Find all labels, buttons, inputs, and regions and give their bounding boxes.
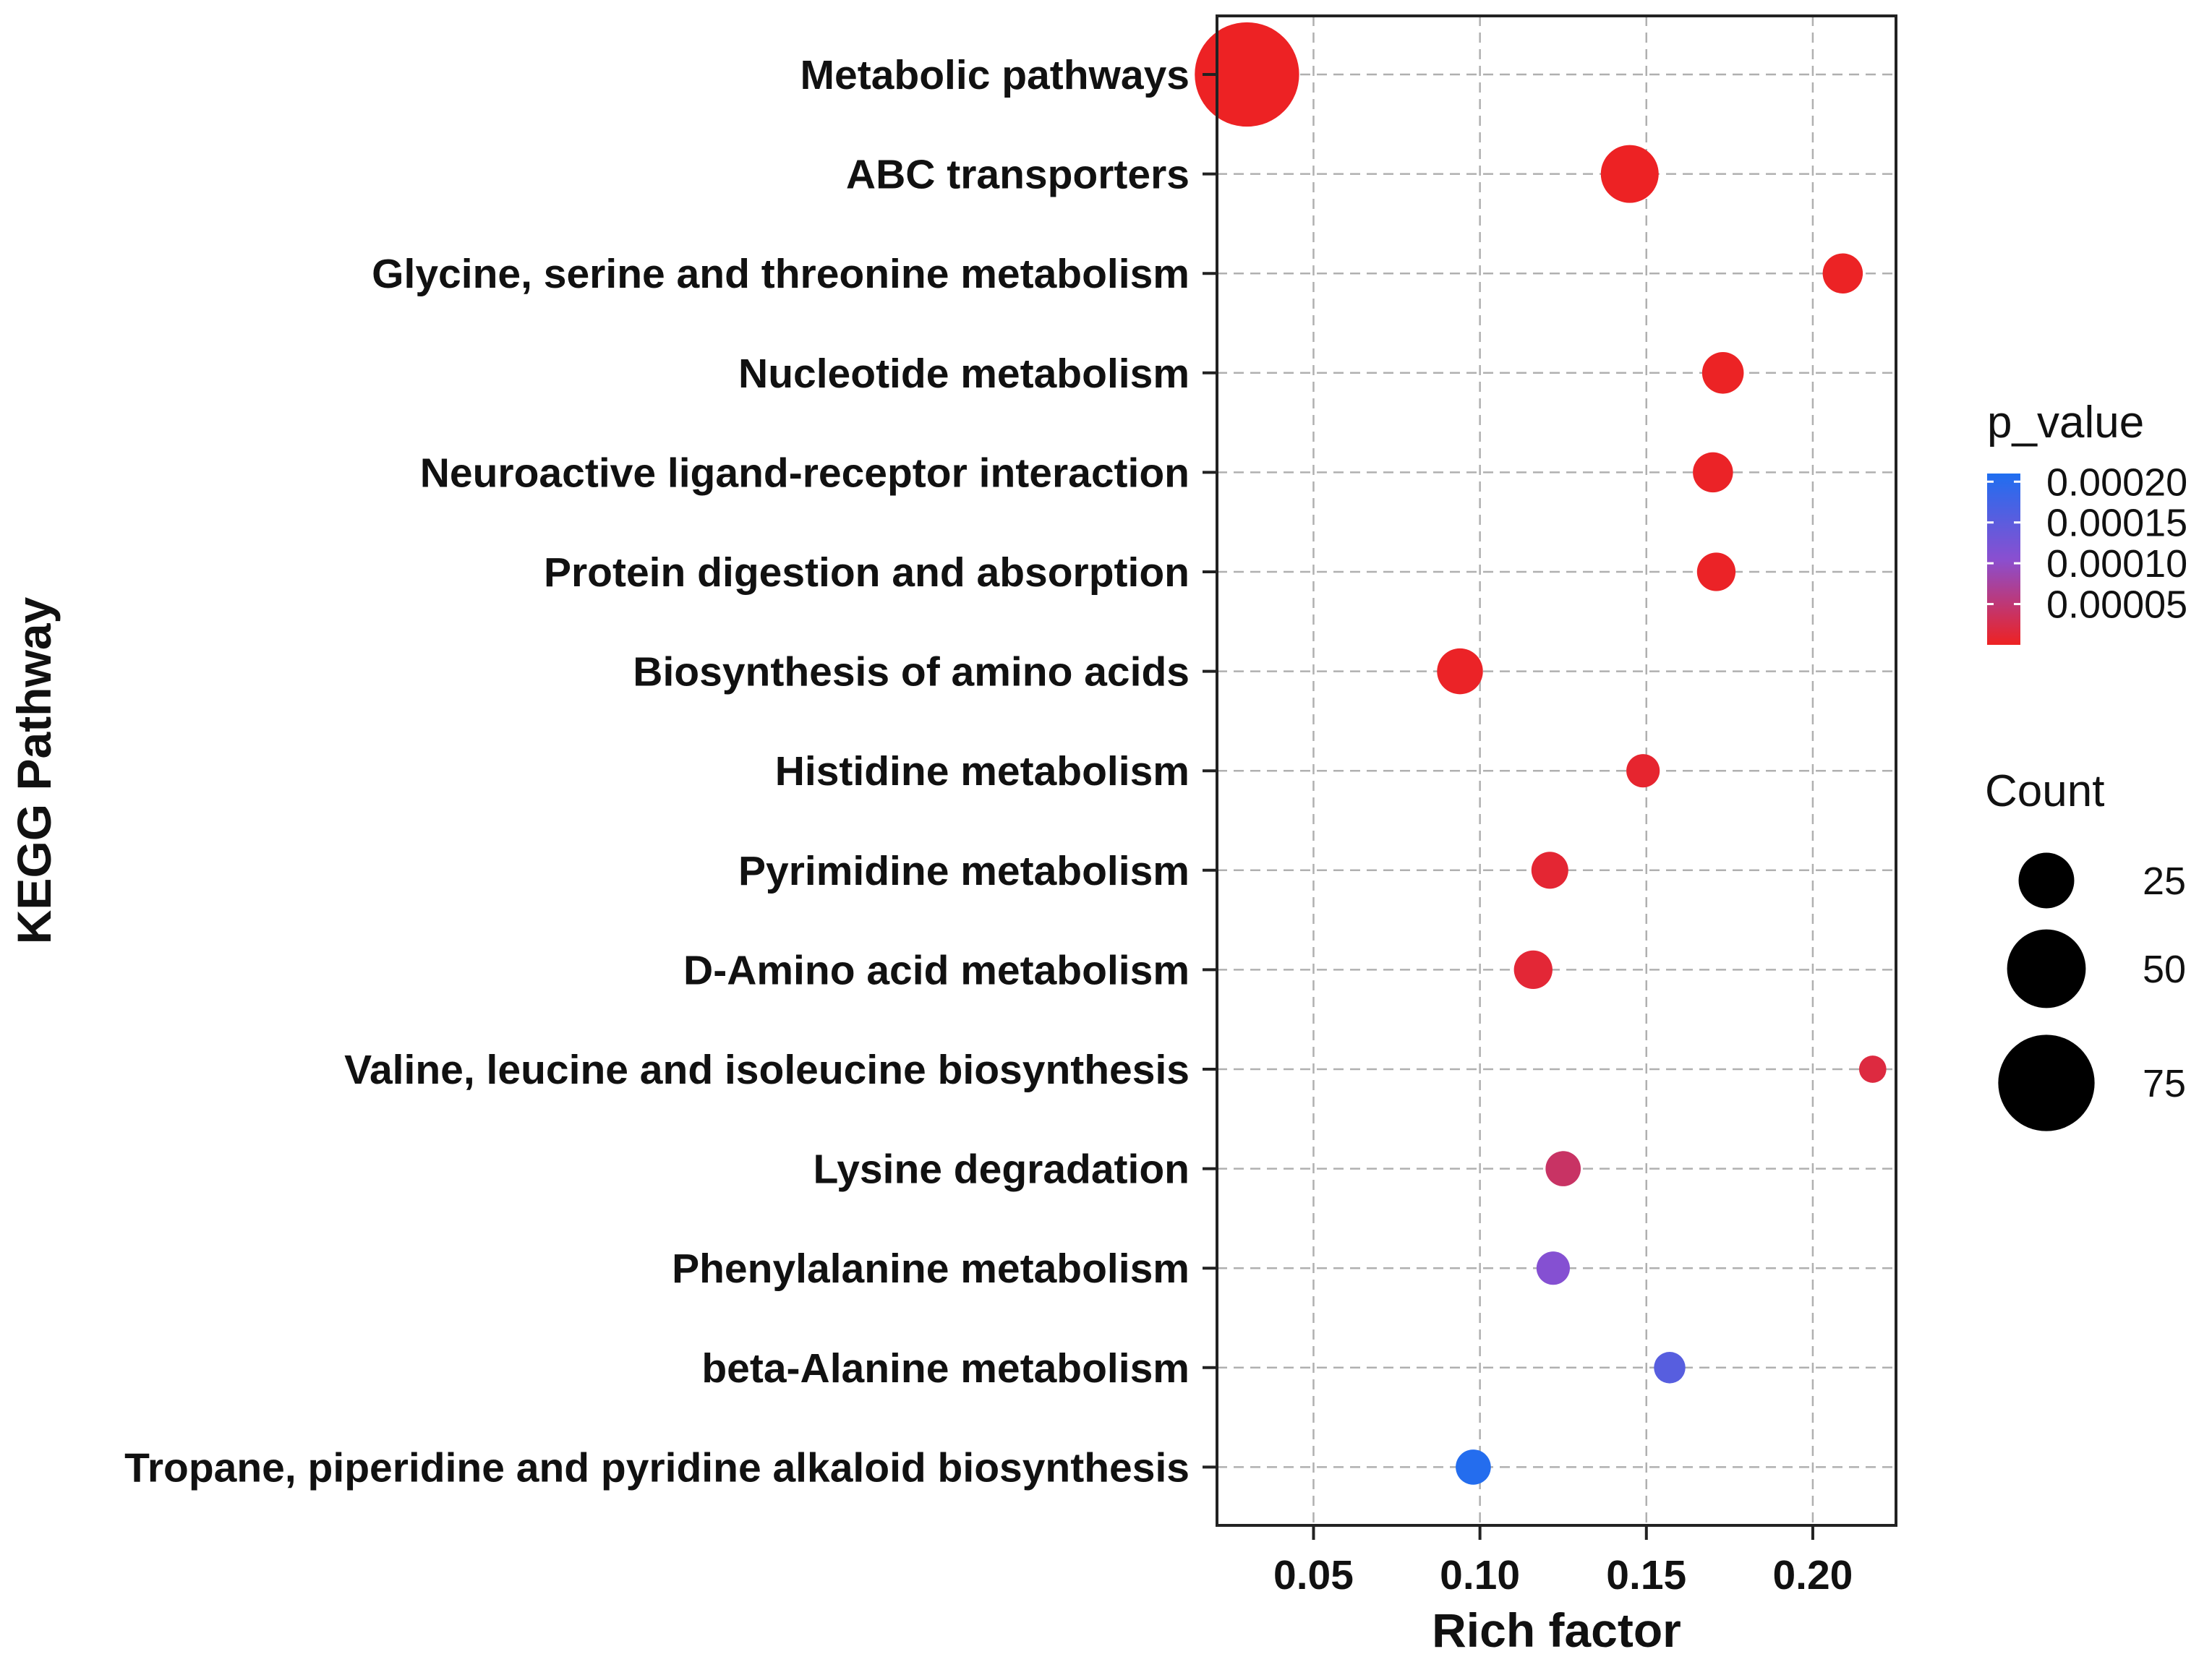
data-point <box>1536 1251 1570 1285</box>
y-axis-title: KEGG Pathway <box>7 596 61 944</box>
y-tick-label: Phenylalanine metabolism <box>672 1246 1190 1292</box>
p-value-legend-label: 0.00015 <box>2046 502 2187 545</box>
y-tick-label: Neuroactive ligand-receptor interaction <box>420 450 1190 496</box>
p-value-legend-label: 0.00010 <box>2046 542 2187 586</box>
data-point <box>1513 950 1553 990</box>
data-point <box>1456 1449 1491 1485</box>
x-tick-label: 0.05 <box>1273 1552 1354 1598</box>
data-point <box>1531 852 1568 889</box>
count-legend-key <box>1998 1035 2095 1131</box>
y-tick-label: D-Amino acid metabolism <box>683 947 1190 993</box>
count-legend-label: 25 <box>2143 860 2186 903</box>
y-axis: Metabolic pathways ABC transporters Glycin… <box>124 52 1217 1491</box>
y-tick-label: Protein digestion and absorption <box>544 549 1190 596</box>
data-point <box>1822 253 1863 294</box>
y-tick-label: Nucleotide metabolism <box>738 351 1190 397</box>
y-tick-label: beta-Alanine metabolism <box>701 1345 1190 1392</box>
x-tick-label: 0.10 <box>1440 1552 1520 1598</box>
count-legend-key <box>2007 929 2086 1008</box>
data-point <box>1693 452 1733 493</box>
y-tick-label: Biosynthesis of amino acids <box>633 649 1190 695</box>
count-legend-label: 50 <box>2143 948 2186 991</box>
data-point <box>1701 352 1744 394</box>
y-tick-label: ABC transporters <box>846 152 1190 198</box>
data-point <box>1545 1151 1581 1186</box>
y-tick-label: Pyrimidine metabolism <box>738 848 1190 894</box>
data-point <box>1626 754 1660 788</box>
count-legend-title: Count <box>1985 766 2104 816</box>
data-point <box>1858 1055 1887 1083</box>
data-point <box>1654 1352 1686 1384</box>
p-value-colorbar <box>1987 474 2020 645</box>
y-tick-label: Valine, leucine and isoleucine biosynthe… <box>344 1047 1190 1093</box>
count-legend: Count 25 50 75 <box>1985 766 2186 1131</box>
y-tick-label: Lysine degradation <box>814 1147 1190 1193</box>
grid-lines <box>1217 16 1896 1525</box>
count-legend-key <box>2018 852 2075 909</box>
y-tick-label: Metabolic pathways <box>800 52 1190 98</box>
p-value-legend-label: 0.00005 <box>2046 583 2187 627</box>
y-tick-label: Histidine metabolism <box>775 748 1190 794</box>
x-axis: 0.05 0.10 0.15 0.20 <box>1273 1525 1853 1598</box>
data-point <box>1696 552 1736 591</box>
x-tick-label: 0.20 <box>1772 1552 1853 1598</box>
data-point <box>1600 145 1659 203</box>
data-point <box>1437 648 1483 695</box>
y-tick-label: Tropane, piperidine and pyridine alkaloi… <box>124 1444 1190 1491</box>
x-tick-label: 0.15 <box>1606 1552 1686 1598</box>
x-axis-title: Rich factor <box>1432 1603 1681 1657</box>
data-points <box>1195 22 1887 1485</box>
p-value-legend-title: p_value <box>1987 398 2144 447</box>
y-tick-label: Glycine, serine and threonine metabolism <box>372 251 1190 297</box>
count-legend-label: 75 <box>2143 1062 2186 1105</box>
p-value-legend-label: 0.00020 <box>2046 461 2187 504</box>
data-point <box>1195 22 1299 127</box>
